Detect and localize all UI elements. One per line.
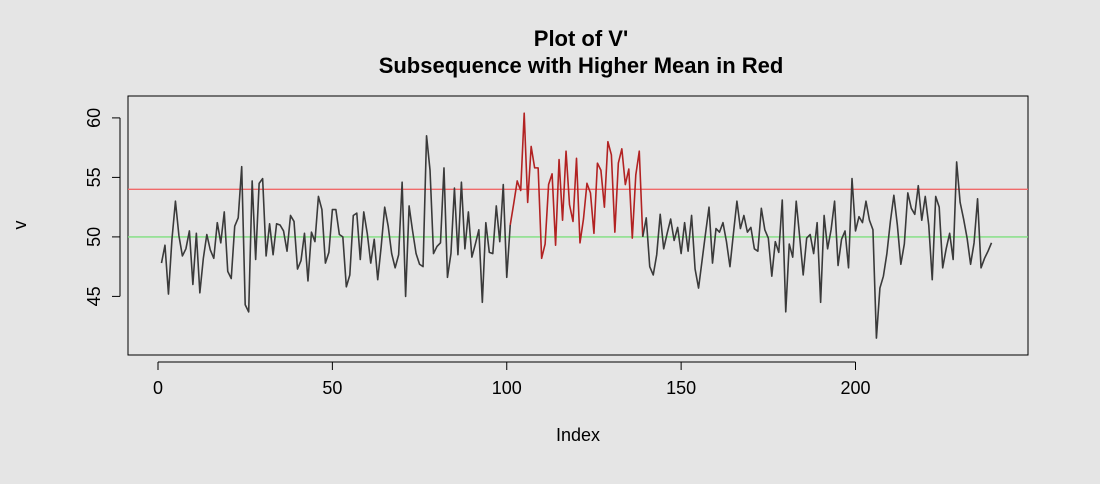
series-line-0	[160, 134, 512, 313]
y-tick-label: 60	[84, 108, 104, 128]
x-tick-label: 200	[840, 378, 870, 398]
x-tick-label: 0	[153, 378, 163, 398]
x-tick-label: 50	[322, 378, 342, 398]
y-tick-label: 55	[84, 167, 104, 187]
plot-frame	[127, 95, 1029, 356]
x-axis-label: Index	[556, 425, 600, 445]
x-axis: 0 50 100 150 200	[153, 361, 871, 398]
chart-subtitle: Subsequence with Higher Mean in Red	[379, 53, 784, 78]
y-axis-label: v	[10, 221, 30, 230]
y-tick-label: 45	[84, 286, 104, 306]
x-tick-label: 100	[492, 378, 522, 398]
y-tick-label: 50	[84, 227, 104, 247]
series-line-1	[509, 112, 644, 260]
y-axis: 45 50 55 60	[84, 108, 121, 306]
chart-title: Plot of V'	[534, 26, 628, 51]
series-line-2	[641, 161, 993, 339]
series-group	[160, 112, 993, 339]
x-tick-label: 150	[666, 378, 696, 398]
